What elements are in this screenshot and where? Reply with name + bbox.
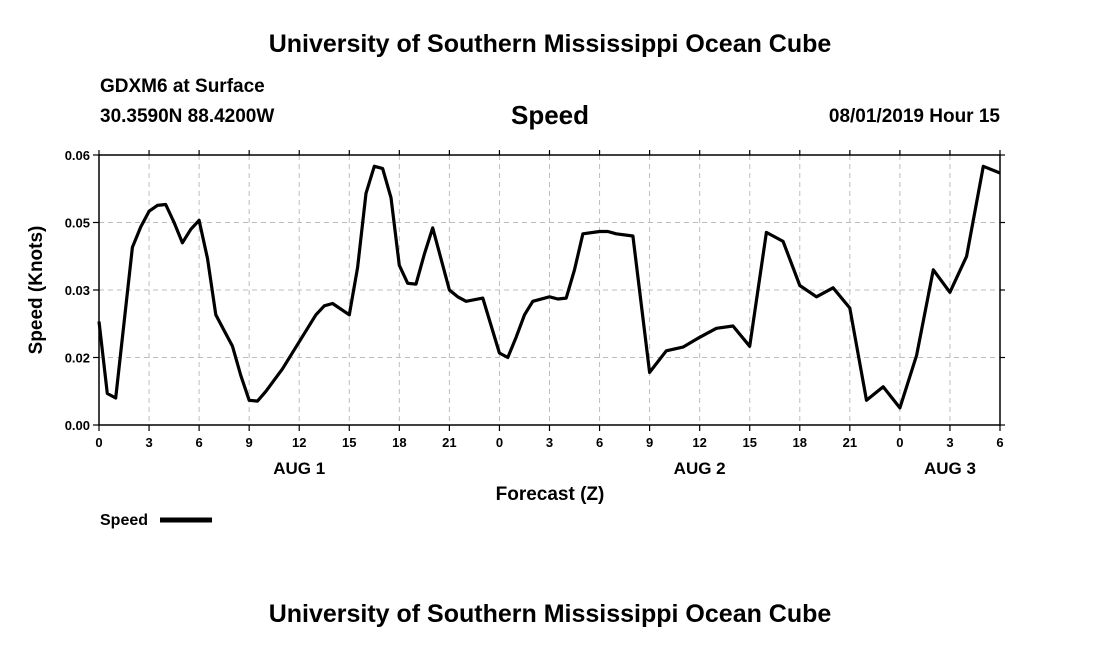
y-tick-label: 0.00 (65, 418, 90, 433)
x-tick-label: 9 (646, 435, 653, 450)
x-tick-label: 0 (496, 435, 503, 450)
x-tick-label: 15 (742, 435, 756, 450)
y-tick-label: 0.03 (65, 283, 90, 298)
parameter-title: Speed (510, 100, 590, 130)
speed-series-line (97, 164, 1001, 410)
x-tick-label: 18 (793, 435, 807, 450)
y-tick-label: 0.06 (65, 148, 90, 163)
x-tick-label: 0 (95, 435, 102, 450)
y-axis-label: Speed (Knots) (26, 226, 47, 355)
date-label: AUG 2 (674, 459, 726, 478)
x-tick-label: 6 (195, 435, 202, 450)
legend-label: Speed (100, 512, 148, 529)
top-title: University of Southern Mississippi Ocean… (268, 30, 832, 58)
x-tick-label: 15 (342, 435, 356, 450)
x-tick-label: 12 (692, 435, 706, 450)
x-tick-label: 21 (442, 435, 456, 450)
station-label: GDXM6 at Surface (100, 76, 265, 97)
datetime-label: 08/01/2019 Hour 15 (828, 106, 1000, 127)
x-axis-label: Forecast (Z) (496, 484, 605, 505)
date-label: AUG 3 (924, 459, 976, 478)
x-tick-label: 21 (843, 435, 857, 450)
y-tick-label: 0.05 (65, 216, 90, 231)
bottom-title: University of Southern Mississippi Ocean… (268, 600, 832, 628)
x-tick-label: 3 (546, 435, 553, 450)
location-label: 30.3590N 88.4200W (100, 106, 275, 127)
x-tick-label: 6 (996, 435, 1003, 450)
x-tick-label: 18 (392, 435, 406, 450)
x-tick-label: 6 (596, 435, 603, 450)
x-tick-label: 3 (946, 435, 953, 450)
axis-ticks: 0 3 6 9 12 15 18 21 0 3 6 9 12 15 18 21 0 3 6 0.00 0.02 0.03 0… (65, 148, 1005, 478)
x-tick-label: 3 (145, 435, 152, 450)
y-tick-label: 0.02 (65, 351, 90, 366)
date-label: AUG 1 (273, 459, 325, 478)
x-tick-label: 12 (292, 435, 306, 450)
x-tick-label: 9 (246, 435, 253, 450)
x-tick-label: 0 (896, 435, 903, 450)
